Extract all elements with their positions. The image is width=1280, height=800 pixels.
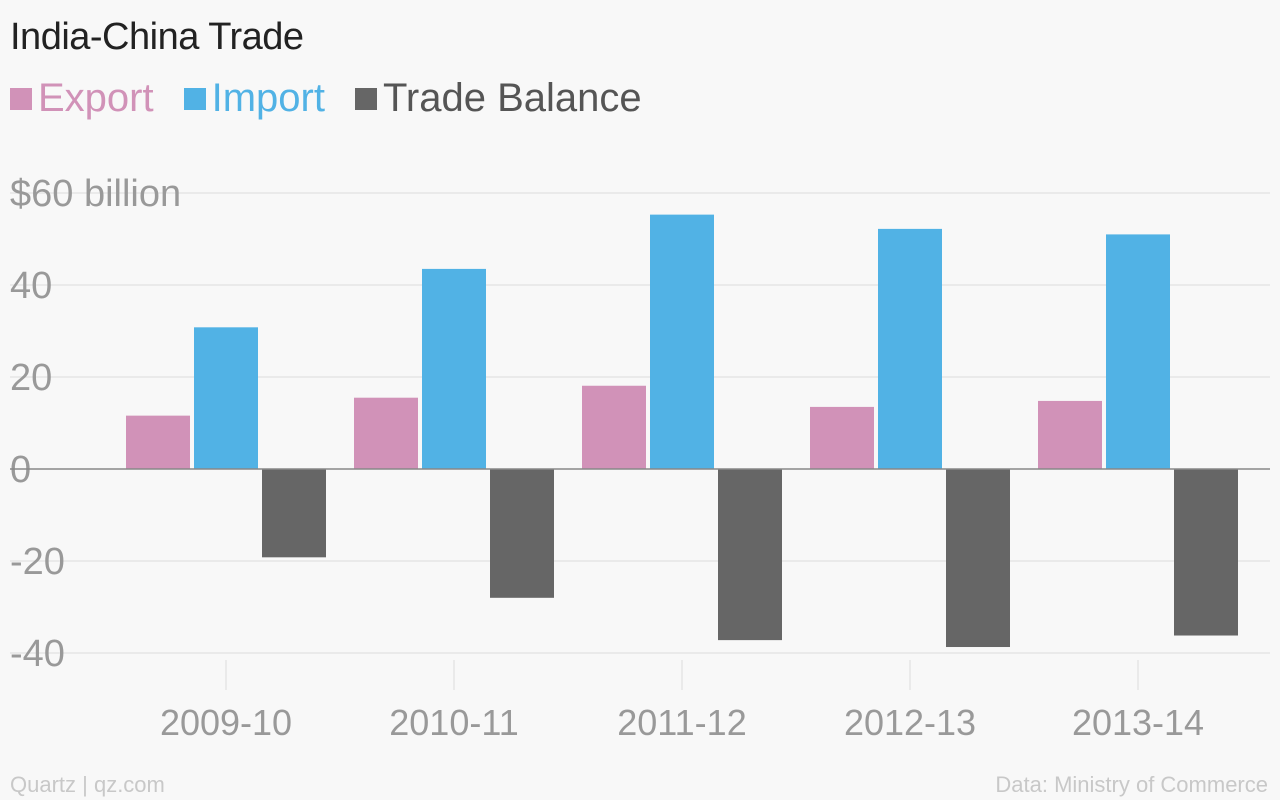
trade-balance-bar xyxy=(262,469,326,558)
legend-swatch-import xyxy=(183,87,206,110)
legend: Export Import Trade Balance xyxy=(10,76,672,121)
export-bar xyxy=(1038,400,1102,469)
legend-label-import: Import xyxy=(211,76,325,120)
export-bar xyxy=(126,415,190,469)
y-tick-label: 40 xyxy=(10,265,52,307)
import-bar xyxy=(650,214,714,469)
legend-item-balance: Trade Balance xyxy=(354,76,642,121)
footer-credit: Quartz | qz.com xyxy=(10,772,165,797)
chart-title: India-China Trade xyxy=(10,16,304,58)
import-bar xyxy=(878,228,942,469)
legend-label-balance: Trade Balance xyxy=(382,76,642,120)
x-tick-label: 2011-12 xyxy=(617,702,746,743)
y-tick-label: -40 xyxy=(10,633,65,675)
trade-balance-bar xyxy=(946,469,1010,648)
x-tick-label: 2010-11 xyxy=(389,702,518,743)
trade-balance-bar xyxy=(718,469,782,641)
y-tick-label: 0 xyxy=(10,449,31,491)
export-bar xyxy=(810,406,874,469)
export-bar xyxy=(582,385,646,469)
legend-swatch-export xyxy=(10,87,32,110)
legend-label-export: Export xyxy=(38,76,154,120)
export-bar xyxy=(354,397,418,469)
import-bar xyxy=(422,268,486,469)
import-bar xyxy=(194,327,258,469)
x-tick-label: 2013-14 xyxy=(1072,702,1204,743)
x-tick-label: 2009-10 xyxy=(160,702,292,743)
y-tick-label: $60 billion xyxy=(10,173,181,215)
legend-item-export: Export xyxy=(10,76,154,121)
y-tick-label: -20 xyxy=(10,541,65,583)
legend-item-import: Import xyxy=(183,76,325,121)
import-bar xyxy=(1106,234,1170,469)
footer-source: Data: Ministry of Commerce xyxy=(995,772,1268,797)
trade-balance-bar xyxy=(1174,469,1238,636)
legend-swatch-balance xyxy=(354,87,377,110)
x-tick-label: 2012-13 xyxy=(844,702,976,743)
y-tick-label: 20 xyxy=(10,357,52,399)
trade-balance-bar xyxy=(490,469,554,598)
